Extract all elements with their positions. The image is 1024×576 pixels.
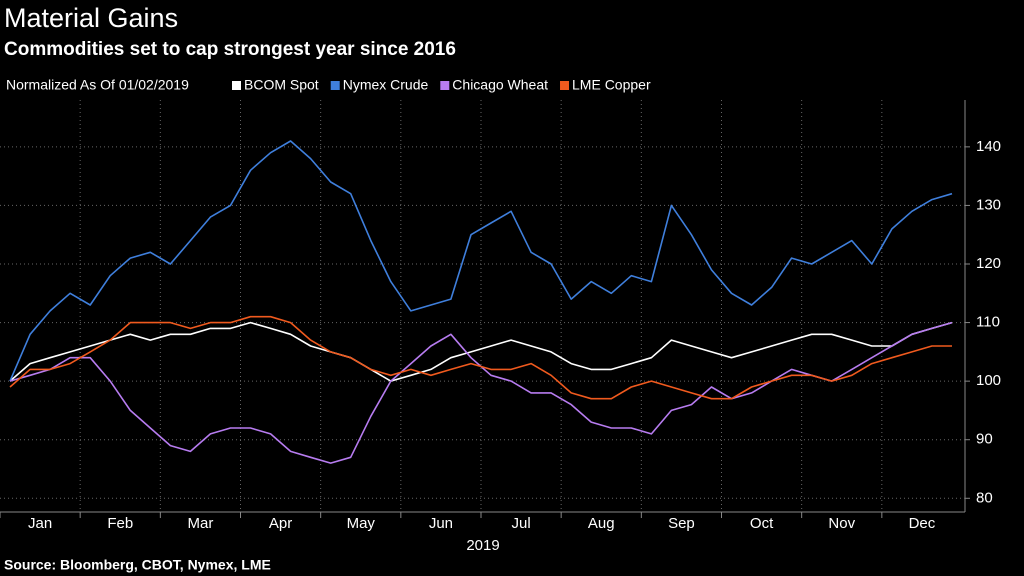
y-tick-label: 130 [976,196,1001,213]
x-tick-label: Dec [909,515,936,532]
x-tick-label: Nov [828,515,855,532]
chart-title: Material Gains [4,3,178,33]
series-line [9,321,953,382]
source: Source: Bloomberg, CBOT, Nymex, LME [4,557,271,573]
x-tick-label: Apr [269,515,292,532]
legend-label: Chicago Wheat [452,77,548,93]
y-tick-label: 100 [976,372,1001,389]
series-line [9,315,952,400]
y-tick-label: 80 [976,489,993,506]
legend-label: Nymex Crude [343,77,429,93]
x-tick-label: Oct [750,515,774,532]
chart-subtitle: Commodities set to cap strongest year si… [4,39,456,60]
legend-label: BCOM Spot [244,77,319,93]
x-tick-label: Sep [668,515,695,532]
legend-swatch [560,81,570,90]
x-tick-label: Feb [107,515,133,532]
x-tick-label: Jan [28,515,52,532]
legend-swatch [330,81,340,90]
legend-title: Normalized As Of 01/02/2019 [6,77,189,93]
x-tick-label: Mar [187,515,213,532]
x-tick-label: Jul [511,515,530,532]
legend-swatch [440,81,450,90]
x-tick-label: Aug [588,515,615,532]
series-line [9,140,953,382]
legend-swatch [232,81,241,90]
y-tick-label: 140 [976,138,1001,155]
y-tick-label: 120 [976,255,1001,272]
x-axis-label: 2019 [466,537,499,554]
legend-label: LME Copper [572,77,651,93]
y-tick-label: 110 [976,314,1000,331]
y-tick-label: 90 [976,431,993,448]
x-tick-label: May [347,515,376,532]
x-tick-label: Jun [429,515,453,532]
